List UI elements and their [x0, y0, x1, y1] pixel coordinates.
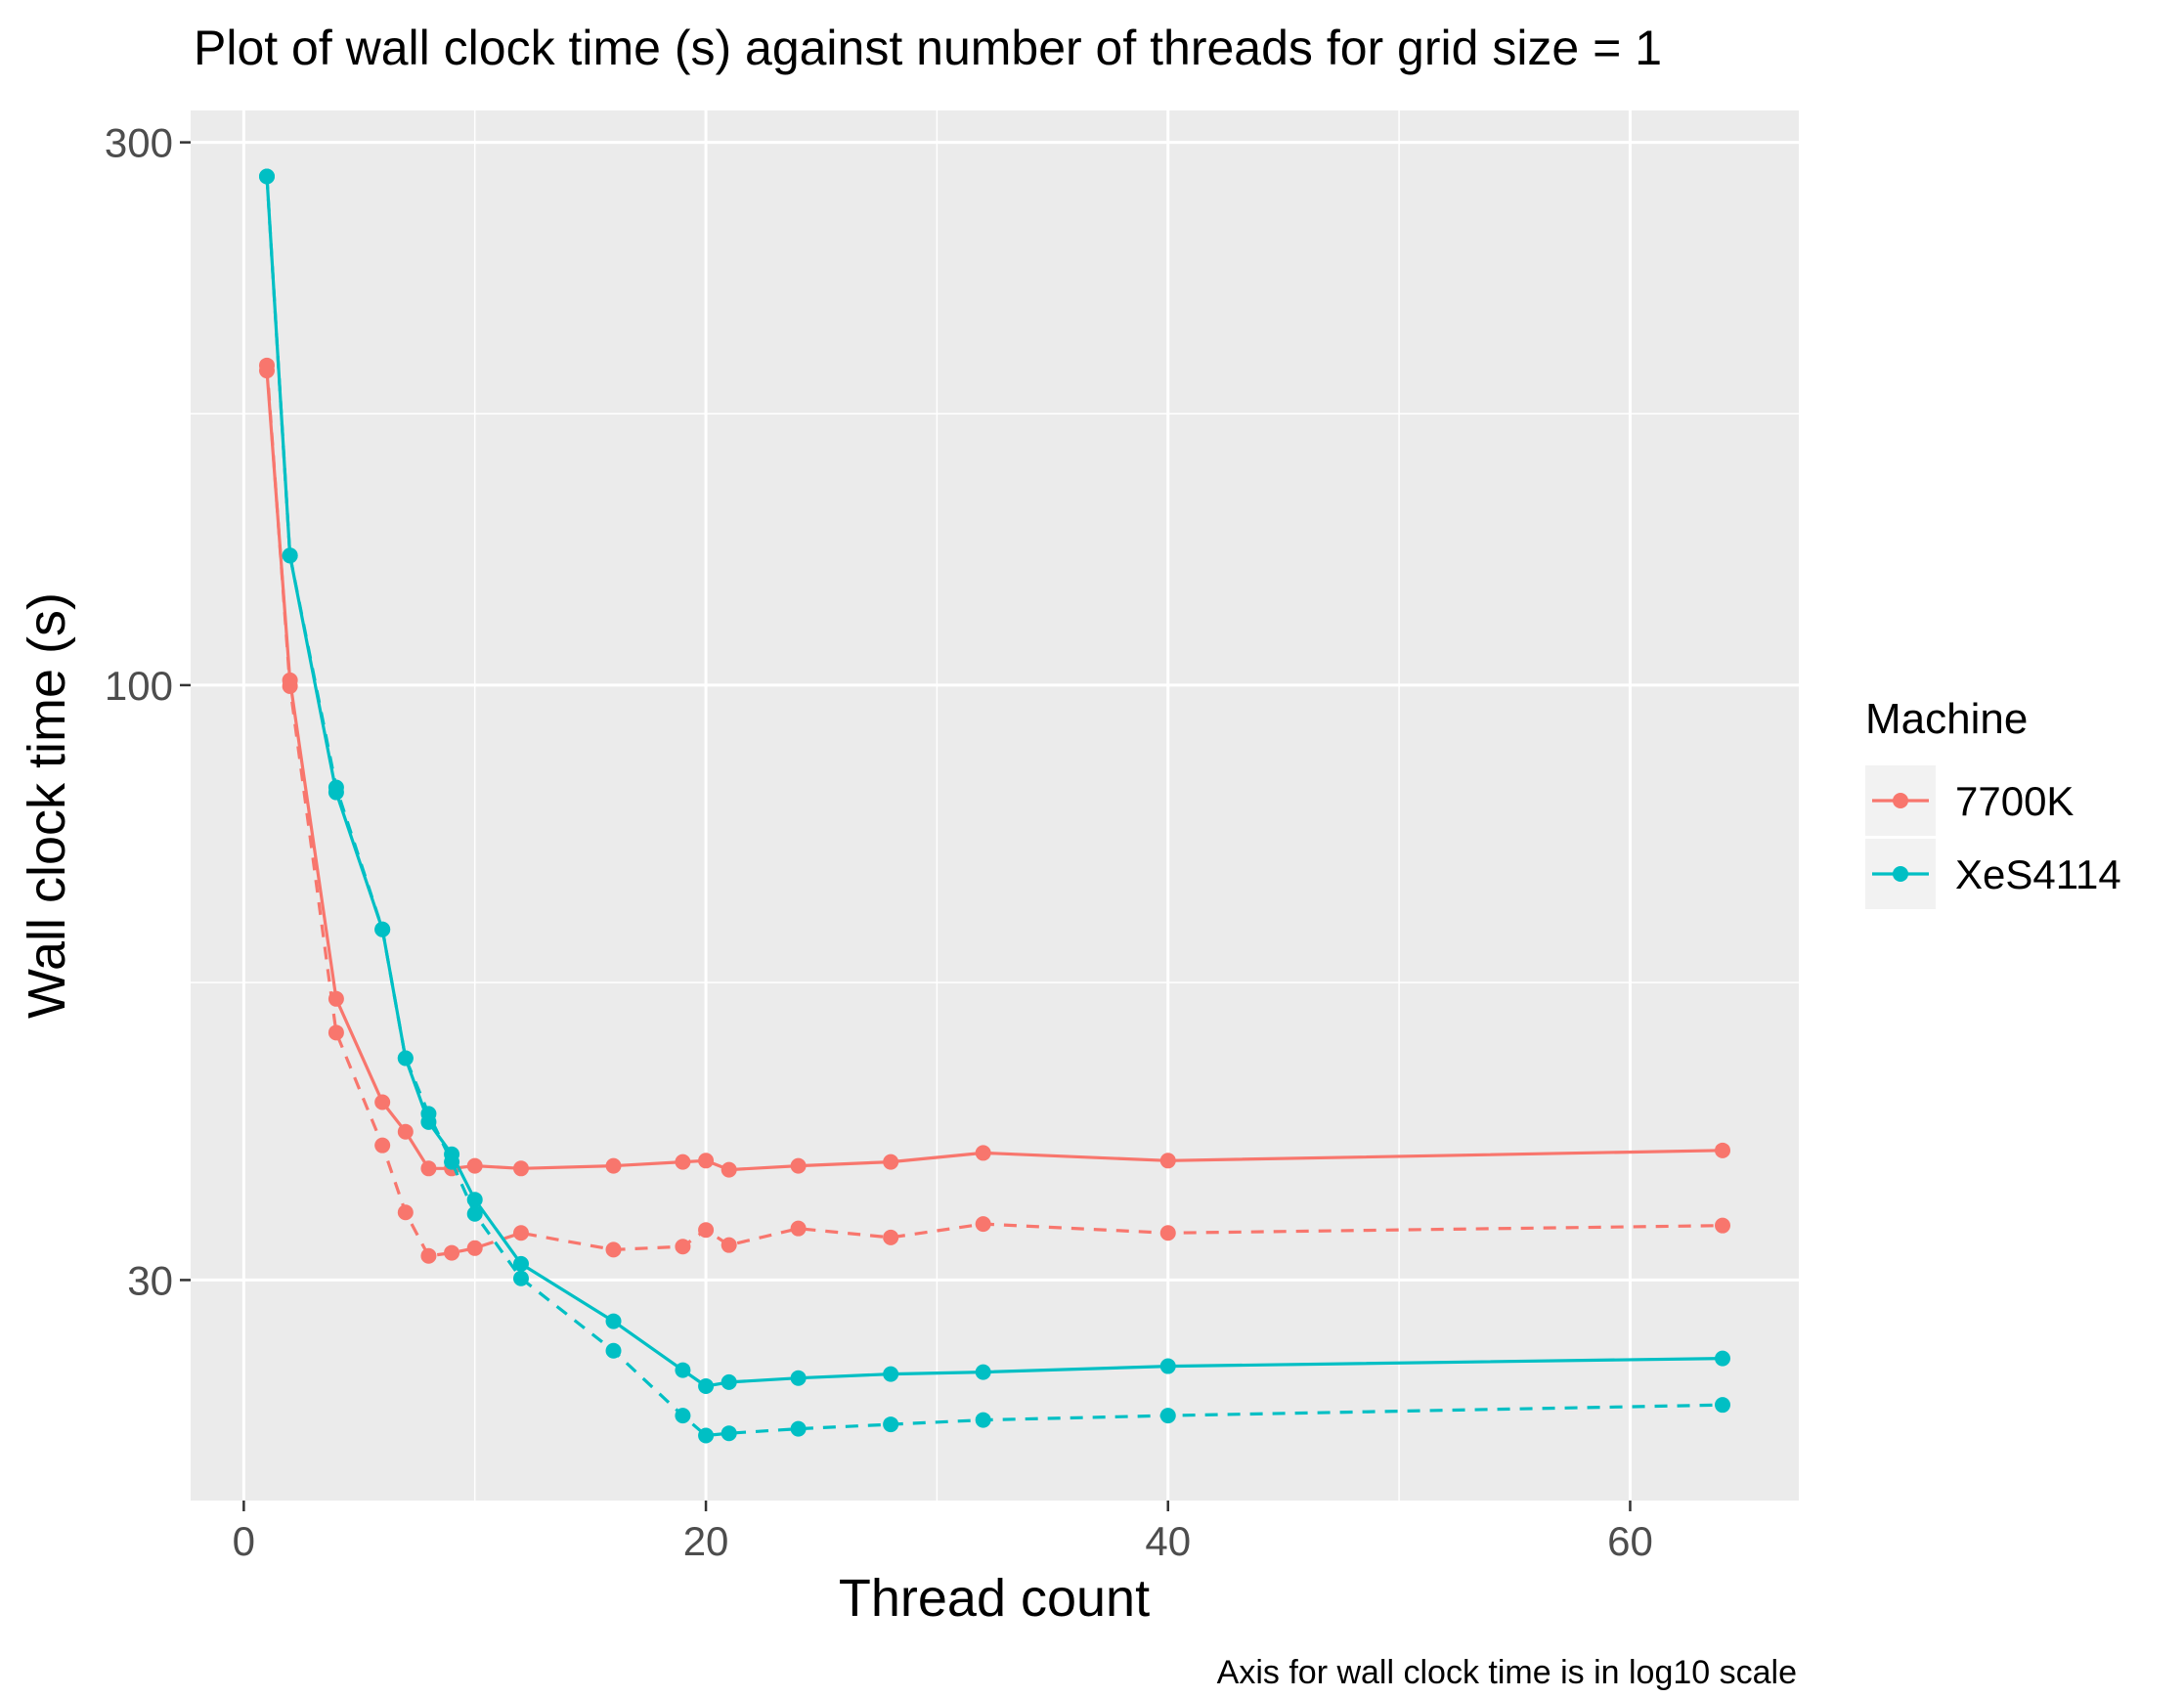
data-point [721, 1373, 737, 1390]
legend: Machine 7700K XeS4114 [1865, 695, 2121, 909]
data-point [721, 1425, 737, 1442]
series-7700K-dashed [258, 357, 1731, 1264]
data-point [466, 1240, 483, 1256]
y-tick-label: 30 [127, 1257, 173, 1303]
data-point [675, 1239, 691, 1255]
plot-panel [191, 110, 1799, 1501]
data-point [975, 1412, 991, 1428]
series-line [265, 370, 1724, 1172]
data-point [698, 1427, 715, 1444]
data-point [328, 779, 344, 796]
legend-title: Machine [1865, 695, 2028, 743]
data-point [1715, 1217, 1731, 1234]
data-point [1715, 1397, 1731, 1414]
x-axis-ticks: 0 20 40 60 [233, 1501, 1653, 1564]
data-point [466, 1157, 483, 1174]
data-point [790, 1220, 807, 1237]
legend-key-point [1893, 793, 1908, 808]
series-layer [258, 168, 1731, 1444]
data-point [512, 1160, 529, 1177]
data-point [258, 357, 275, 373]
data-point [374, 1094, 391, 1110]
data-point [420, 1106, 437, 1122]
data-point [374, 921, 391, 937]
y-tick-label: 100 [105, 663, 173, 709]
x-tick-label: 20 [683, 1518, 729, 1564]
data-point [512, 1270, 529, 1286]
legend-label: XeS4114 [1955, 851, 2121, 897]
caption: Axis for wall clock time is in log10 sca… [1217, 1654, 1797, 1691]
data-point [721, 1161, 737, 1178]
data-point [605, 1241, 622, 1258]
data-point [883, 1416, 899, 1433]
data-point [1159, 1358, 1176, 1374]
data-point [512, 1225, 529, 1241]
data-point [1715, 1142, 1731, 1158]
y-tick-label: 300 [105, 120, 173, 166]
legend-item-XeS4114: XeS4114 [1865, 839, 2121, 909]
data-point [258, 168, 275, 185]
data-point [790, 1420, 807, 1437]
data-point [328, 1024, 344, 1041]
data-point [605, 1342, 622, 1359]
x-tick-label: 60 [1607, 1518, 1653, 1564]
data-point [790, 1157, 807, 1174]
minor-gridlines [191, 110, 1799, 1501]
data-point [975, 1145, 991, 1161]
chart-title: Plot of wall clock time (s) against numb… [194, 21, 1662, 75]
x-axis-title: Thread count [839, 1569, 1150, 1628]
data-point [282, 677, 298, 694]
legend-label: 7700K [1955, 778, 2074, 824]
data-point [975, 1364, 991, 1380]
series-XeS4114-dashed [258, 168, 1731, 1444]
data-point [698, 1378, 715, 1395]
legend-key-point [1893, 866, 1908, 882]
data-point [675, 1362, 691, 1378]
data-point [790, 1370, 807, 1386]
data-point [397, 1123, 414, 1140]
data-point [1159, 1153, 1176, 1169]
data-point [1159, 1408, 1176, 1424]
major-gridlines [191, 110, 1799, 1501]
data-point [1159, 1225, 1176, 1241]
data-point [397, 1050, 414, 1067]
data-point [883, 1366, 899, 1382]
data-point [466, 1205, 483, 1222]
series-line [265, 176, 1724, 1388]
data-point [721, 1237, 737, 1253]
data-point [1715, 1350, 1731, 1367]
y-axis-ticks: 30 100 300 [105, 120, 191, 1303]
data-point [975, 1216, 991, 1233]
legend-item-7700K: 7700K [1865, 765, 2074, 836]
data-point [675, 1154, 691, 1170]
data-point [698, 1153, 715, 1169]
data-point [883, 1154, 899, 1170]
data-point [420, 1160, 437, 1177]
data-point [675, 1408, 691, 1424]
data-point [374, 1137, 391, 1154]
data-point [420, 1247, 437, 1264]
data-point [466, 1192, 483, 1208]
y-axis-title: Wall clock time (s) [18, 592, 76, 1019]
x-tick-label: 40 [1145, 1518, 1191, 1564]
data-point [512, 1255, 529, 1272]
data-point [444, 1244, 460, 1261]
series-line [265, 365, 1724, 1258]
data-point [883, 1229, 899, 1245]
x-tick-label: 0 [233, 1518, 255, 1564]
data-point [698, 1222, 715, 1239]
data-point [397, 1204, 414, 1221]
data-point [605, 1313, 622, 1329]
data-point [282, 547, 298, 564]
data-point [605, 1157, 622, 1174]
data-point [444, 1154, 460, 1170]
